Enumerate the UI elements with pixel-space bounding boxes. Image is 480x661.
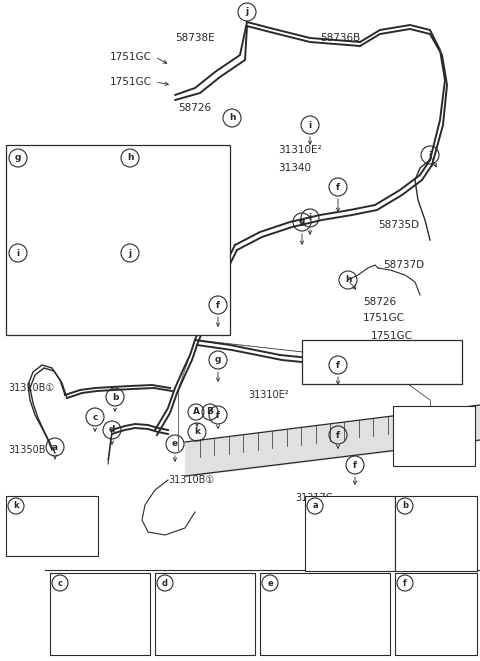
Text: h: h: [229, 114, 235, 122]
Text: 33066: 33066: [33, 153, 64, 163]
Text: 31340: 31340: [278, 163, 311, 173]
Text: 31327F: 31327F: [282, 611, 313, 621]
Text: 31317C: 31317C: [295, 493, 333, 503]
Text: e: e: [172, 440, 178, 449]
Text: d: d: [109, 426, 115, 434]
Bar: [14, 524, 86, 544]
Text: f: f: [336, 182, 340, 192]
Bar: [268, 605, 376, 645]
Text: 58753: 58753: [145, 248, 176, 258]
Bar: [75, 200, 87, 218]
Bar: [163, 605, 241, 645]
Text: j: j: [245, 7, 249, 17]
Text: 31125M: 31125M: [282, 590, 316, 598]
Text: a: a: [52, 442, 58, 451]
Text: e: e: [267, 578, 273, 588]
Bar: [395, 496, 477, 571]
Text: h: h: [345, 276, 351, 284]
Bar: [260, 573, 390, 655]
Text: 31310B①: 31310B①: [8, 383, 54, 393]
Text: i: i: [309, 120, 312, 130]
Bar: [50, 573, 150, 655]
Text: 31325F: 31325F: [282, 600, 313, 609]
Text: f: f: [216, 301, 220, 309]
Text: j: j: [429, 151, 432, 159]
Text: i: i: [309, 214, 312, 223]
Text: f: f: [403, 578, 407, 588]
Text: f: f: [353, 461, 357, 469]
Text: k: k: [194, 428, 200, 436]
Text: 58737D: 58737D: [383, 260, 424, 270]
Text: 31356B: 31356B: [72, 578, 105, 588]
Text: 31324C: 31324C: [327, 502, 362, 510]
Bar: [302, 340, 462, 384]
Text: f: f: [336, 430, 340, 440]
Text: i: i: [16, 249, 20, 258]
Bar: [6, 496, 98, 556]
Text: 58738E: 58738E: [175, 33, 215, 43]
Bar: [155, 573, 255, 655]
Bar: [60, 200, 72, 218]
Text: 1751GC: 1751GC: [110, 77, 152, 87]
Text: 58735D: 58735D: [378, 220, 419, 230]
Text: THE NO31310 : ①~②: THE NO31310 : ①~②: [307, 366, 441, 379]
Bar: [393, 406, 475, 466]
Text: NOTE: NOTE: [307, 347, 334, 357]
Bar: [313, 524, 383, 559]
Text: 58753E: 58753E: [145, 259, 182, 269]
Bar: [403, 524, 465, 559]
Bar: [45, 200, 57, 218]
Bar: [30, 200, 42, 218]
Text: 58752B: 58752B: [398, 412, 433, 420]
Text: 58726: 58726: [363, 297, 396, 307]
Text: 1125DN: 1125DN: [177, 590, 211, 598]
Bar: [403, 428, 443, 456]
Bar: [305, 496, 395, 571]
Text: 31350B: 31350B: [8, 445, 46, 455]
Text: 31325G: 31325G: [417, 502, 453, 510]
Text: f: f: [216, 410, 220, 420]
Text: 58736B: 58736B: [320, 33, 360, 43]
Text: 31356C: 31356C: [33, 248, 71, 258]
Text: a: a: [312, 502, 318, 510]
Text: 31325B: 31325B: [28, 502, 63, 510]
Text: k: k: [13, 502, 19, 510]
Bar: [58, 605, 136, 645]
Bar: [42, 280, 64, 315]
Text: 31310E²: 31310E²: [248, 390, 288, 400]
Text: g: g: [15, 153, 21, 163]
Text: c: c: [92, 412, 98, 422]
Text: 31325G: 31325G: [327, 514, 362, 522]
Text: 1125DR: 1125DR: [33, 259, 72, 269]
Text: 31310B①: 31310B①: [168, 475, 214, 485]
Text: f: f: [336, 360, 340, 369]
Text: 31360H: 31360H: [417, 578, 450, 588]
Text: 1751GC: 1751GC: [110, 52, 152, 62]
Text: B: B: [206, 407, 214, 416]
Text: b: b: [402, 502, 408, 510]
Text: j: j: [129, 249, 132, 258]
Text: 31126B: 31126B: [282, 578, 314, 588]
Text: A: A: [192, 407, 200, 416]
Text: d: d: [162, 578, 168, 588]
Text: 1751GC: 1751GC: [371, 331, 413, 341]
Text: g: g: [215, 356, 221, 364]
Bar: [28, 198, 90, 220]
Text: 31310E²: 31310E²: [278, 145, 322, 155]
Text: 58723: 58723: [177, 578, 204, 588]
Text: b: b: [112, 393, 118, 401]
Text: c: c: [58, 578, 62, 588]
Text: h: h: [127, 153, 133, 163]
Text: 58726: 58726: [179, 103, 212, 113]
Bar: [142, 198, 170, 220]
Bar: [403, 605, 463, 645]
Bar: [6, 145, 230, 335]
Text: 1751GC: 1751GC: [363, 313, 405, 323]
Bar: [145, 220, 165, 230]
Text: g: g: [299, 217, 305, 227]
Text: 58752: 58752: [145, 153, 176, 163]
Bar: [395, 573, 477, 655]
